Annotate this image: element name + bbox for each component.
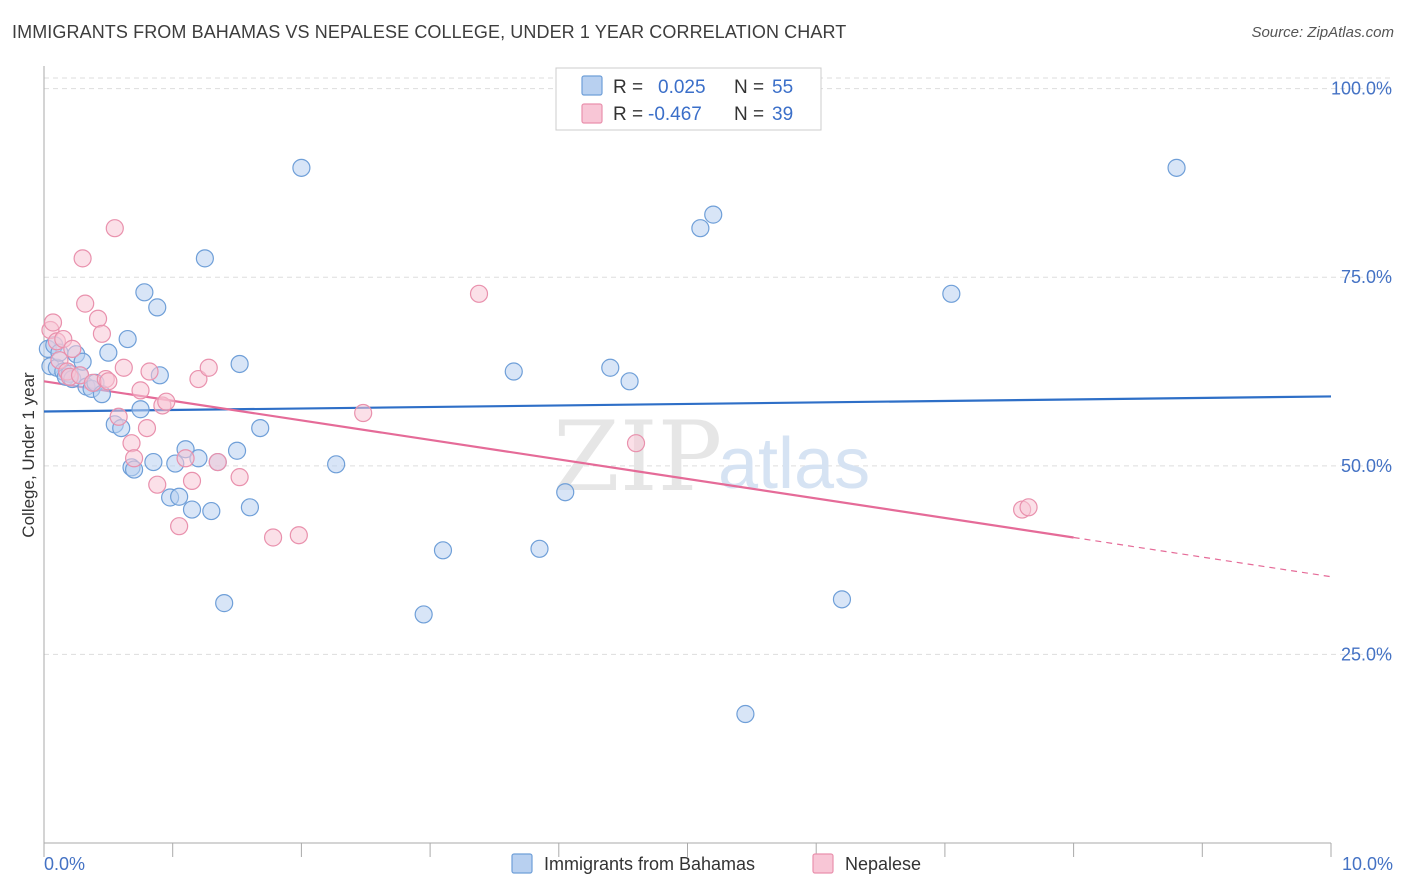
legend-n-label-1: N = <box>734 104 764 125</box>
bahamas-point <box>601 358 620 377</box>
legend-swatch-blue <box>581 75 603 96</box>
nepalese-point <box>92 324 112 343</box>
chart-title: IMMIGRANTS FROM BAHAMAS VS NEPALESE COLL… <box>12 22 847 42</box>
nepalese-point <box>263 528 283 547</box>
bahamas-point <box>832 590 852 609</box>
bahamas-point <box>240 498 260 517</box>
bahamas-point <box>215 594 234 613</box>
y-tick-label: 25.0% <box>1341 644 1392 664</box>
nepalese-point <box>137 418 157 438</box>
nepalese-point <box>170 517 189 536</box>
source-credit: Source: ZipAtlas.com <box>1251 24 1394 41</box>
bahamas-point <box>131 400 150 419</box>
nepalese-point <box>354 403 373 423</box>
watermark-atlas: atlas <box>718 424 870 504</box>
legend-r-label-1: R = <box>613 104 643 125</box>
bahamas-point <box>620 372 639 391</box>
nepalese-point <box>105 219 124 238</box>
nepalese-point <box>131 381 150 400</box>
bahamas-point <box>942 284 961 303</box>
tick-labels: 100.0% 75.0% 50.0% 25.0% 0.0% 10.0% <box>44 79 1393 874</box>
bahamas-point <box>230 354 249 374</box>
bahamas-point <box>691 219 710 238</box>
bahamas-point <box>170 487 189 506</box>
legend-n-value-1: 39 <box>772 104 793 125</box>
legend-n-value-0: 55 <box>772 77 793 98</box>
x-tick-label-right: 10.0% <box>1342 854 1393 874</box>
x-tick-label-left: 0.0% <box>44 854 85 874</box>
bahamas-point <box>135 283 154 302</box>
nepalese-point <box>157 392 176 411</box>
nepalese-point <box>88 309 108 328</box>
nepalese-point <box>63 339 82 358</box>
nepalese-point <box>122 434 141 453</box>
nepalese-point <box>99 372 118 391</box>
legend-r-value-1: -0.467 <box>648 104 702 125</box>
bahamas-point <box>118 329 137 349</box>
legend-r-value-0: 0.025 <box>658 77 706 98</box>
legend-swatch-pink <box>581 103 603 124</box>
nepalese-point <box>148 475 167 494</box>
points-layer <box>38 158 1186 724</box>
y-tick-label: 50.0% <box>1341 456 1392 476</box>
nepalese-point <box>73 249 92 268</box>
nepalese-point <box>109 407 128 426</box>
bahamas-point <box>292 158 311 177</box>
bahamas-point <box>736 704 755 724</box>
nepalese-point <box>140 362 159 381</box>
watermark: ZIP atlas <box>553 401 870 513</box>
bahamas-point <box>182 500 202 519</box>
bahamas-point <box>414 605 433 624</box>
bottom-legend-swatch-blue <box>511 853 533 874</box>
bahamas-point <box>251 418 270 438</box>
nepalese-point <box>182 471 202 491</box>
bottom-legend-swatch-pink <box>812 853 834 874</box>
nepalese-point <box>124 449 144 468</box>
trend-layer <box>43 380 1332 578</box>
bahamas-point <box>1167 158 1186 177</box>
nepalese-point <box>1019 498 1038 517</box>
bahamas-point <box>327 455 346 474</box>
series-legend: Immigrants from Bahamas Nepalese <box>511 853 921 874</box>
nepalese-point <box>114 358 133 377</box>
stats-legend: R = 0.025 N = 55 R = -0.467 N = 39 <box>555 67 822 131</box>
nepalese-point <box>626 434 646 453</box>
nepalese-trend-line <box>43 380 1074 539</box>
bahamas-point <box>556 483 575 502</box>
nepalese-point <box>289 526 308 545</box>
nepalese-point <box>43 313 63 332</box>
bahamas-point <box>530 539 549 558</box>
nepalese-point <box>230 468 249 487</box>
bahamas-point <box>504 362 523 381</box>
bahamas-point <box>202 501 221 521</box>
bahamas-point <box>227 441 247 460</box>
legend-r-label-0: R = <box>613 77 643 98</box>
bahamas-point <box>704 205 723 224</box>
bahamas-point <box>99 343 118 362</box>
nepalese-trend-extension <box>1073 536 1332 578</box>
y-axis-title: College, Under 1 year <box>19 372 38 538</box>
bahamas-trend-line <box>43 395 1332 413</box>
bottom-legend-label-0: Immigrants from Bahamas <box>544 854 755 874</box>
y-tick-label: 75.0% <box>1341 267 1392 287</box>
nepalese-point <box>208 452 227 472</box>
legend-n-label-0: N = <box>734 77 764 98</box>
y-tick-label: 100.0% <box>1331 79 1392 99</box>
nepalese-point <box>76 294 95 313</box>
axes-layer <box>43 66 1332 857</box>
nepalese-point <box>469 284 489 303</box>
nepalese-point <box>176 449 195 468</box>
bahamas-point <box>195 249 214 268</box>
bottom-legend-label-1: Nepalese <box>845 854 921 874</box>
bahamas-point <box>148 298 167 317</box>
nepalese-point <box>189 369 208 389</box>
bahamas-point <box>433 541 453 560</box>
watermark-zip: ZIP <box>553 401 722 513</box>
nepalese-point <box>199 358 218 377</box>
bahamas-point <box>144 452 163 472</box>
